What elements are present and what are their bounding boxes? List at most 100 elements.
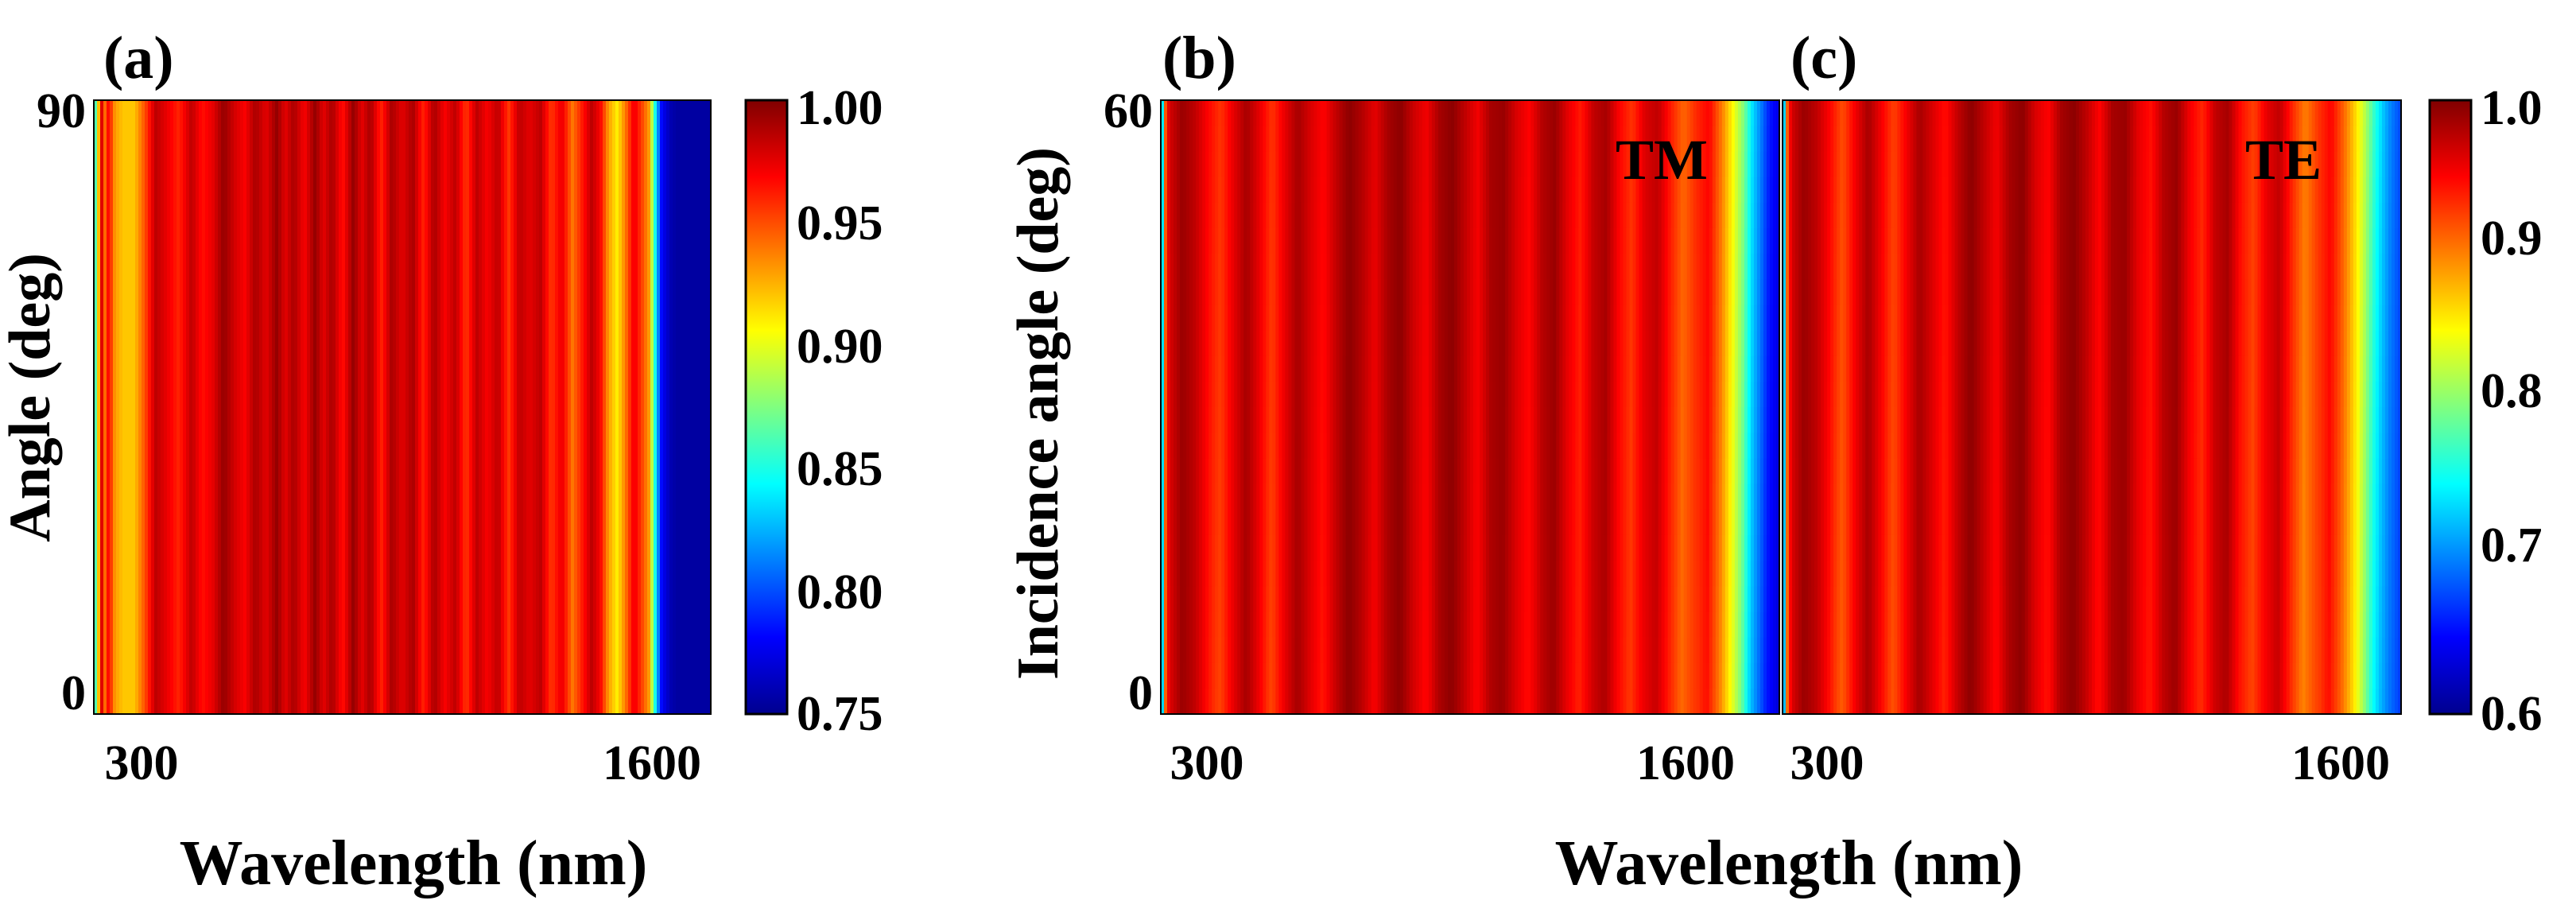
- heatmap-cell: [1604, 381, 1608, 408]
- heatmap-cell: [1607, 509, 1612, 536]
- heatmap-cell: [1600, 611, 1605, 638]
- heatmap-cell: [1269, 355, 1274, 382]
- heatmap-cell: [1333, 279, 1337, 306]
- heatmap-cell: [1412, 611, 1417, 638]
- heatmap-cell: [1696, 126, 1701, 153]
- heatmap-cell: [1686, 534, 1691, 561]
- heatmap-cell: [434, 100, 438, 715]
- heatmap-cell: [1174, 407, 1177, 433]
- heatmap-cell: [1483, 534, 1487, 561]
- heatmap-cell: [1588, 662, 1593, 689]
- heatmap-cell: [1329, 637, 1334, 664]
- heatmap-cell: [1282, 509, 1286, 536]
- heatmap-cell: [1228, 688, 1232, 715]
- heatmap-cell: [329, 100, 333, 715]
- heatmap-cell: [1326, 561, 1331, 587]
- heatmap-cell: [1572, 611, 1577, 638]
- heatmap-cell: [1457, 227, 1461, 254]
- heatmap-cell: [1859, 100, 1864, 126]
- heatmap-cell: [1540, 100, 1545, 126]
- heatmap-cell: [1460, 177, 1465, 204]
- heatmap-cell: [1670, 151, 1675, 178]
- heatmap-cell: [1387, 637, 1391, 664]
- heatmap-cell: [1186, 254, 1190, 280]
- heatmap-cell: [1422, 177, 1426, 204]
- heatmap-cell: [1441, 483, 1445, 510]
- heatmap-cell: [1562, 433, 1567, 460]
- heatmap-cell: [1705, 509, 1710, 536]
- heatmap-cell: [1639, 483, 1643, 510]
- heatmap-cell: [1313, 227, 1318, 254]
- heatmap-cell: [1645, 177, 1650, 204]
- heatmap-cell: [1177, 483, 1181, 510]
- heatmap-cell: [1196, 586, 1200, 613]
- heatmap-cell: [1396, 534, 1401, 561]
- heatmap-cell: [1304, 586, 1309, 613]
- heatmap-cell: [1406, 611, 1410, 638]
- heatmap-cell: [1412, 100, 1417, 126]
- heatmap-cell: [1167, 611, 1171, 638]
- heatmap-cell: [1422, 458, 1426, 485]
- heatmap-cell: [1377, 483, 1382, 510]
- heatmap-cell: [1724, 407, 1729, 433]
- heatmap-cell: [1489, 509, 1493, 536]
- heatmap-cell: [1553, 100, 1558, 126]
- heatmap-cell: [1639, 202, 1643, 229]
- heatmap-cell: [1320, 433, 1325, 460]
- heatmap-cell: [1228, 611, 1232, 638]
- heatmap-cell: [1699, 509, 1704, 536]
- heatmap-cell: [1594, 483, 1599, 510]
- heatmap-cell: [1329, 305, 1334, 332]
- heatmap-cell: [1569, 355, 1573, 382]
- heatmap-cell: [1744, 227, 1748, 254]
- heatmap-cell: [1690, 305, 1694, 332]
- heatmap-cell: [1329, 254, 1334, 280]
- heatmap-cell: [1380, 509, 1385, 536]
- heatmap-cell: [1348, 458, 1353, 485]
- heatmap-cell: [1224, 330, 1229, 357]
- heatmap-cell: [1945, 100, 1949, 126]
- heatmap-cell: [1291, 561, 1296, 587]
- heatmap-cell: [1234, 151, 1239, 178]
- heatmap-cell: [1565, 227, 1570, 254]
- heatmap-cell: [1715, 586, 1720, 613]
- heatmap-cell: [1635, 509, 1640, 536]
- heatmap-cell: [1390, 151, 1395, 178]
- heatmap-cell: [1393, 611, 1398, 638]
- heatmap-cell: [1655, 100, 1659, 126]
- heatmap-cell: [1530, 355, 1535, 382]
- heatmap-cell: [1569, 586, 1573, 613]
- heatmap-cell: [1702, 279, 1707, 306]
- heatmap-cell: [1759, 458, 1764, 485]
- heatmap-cell: [1616, 407, 1621, 433]
- heatmap-cell: [1534, 688, 1538, 715]
- heatmap-cell: [1600, 151, 1605, 178]
- heatmap-cell: [1177, 254, 1181, 280]
- heatmap-cell: [1278, 355, 1283, 382]
- heatmap-cell: [297, 100, 301, 715]
- heatmap-cell: [1537, 202, 1542, 229]
- heatmap-cell: [1466, 458, 1471, 485]
- heatmap-cell: [1453, 202, 1458, 229]
- heatmap-cell: [1224, 509, 1229, 536]
- heatmap-cell: [1645, 509, 1650, 536]
- heatmap-cell: [1221, 202, 1226, 229]
- heatmap-cell: [1364, 433, 1369, 460]
- heatmap-cell: [1680, 126, 1685, 153]
- heatmap-cell: [1518, 688, 1522, 715]
- heatmap-cell: [1453, 586, 1458, 613]
- heatmap-cell: [1559, 407, 1564, 433]
- heatmap-cell: [1269, 586, 1274, 613]
- heatmap-cell: [1683, 637, 1688, 664]
- heatmap-cell: [1437, 126, 1442, 153]
- heatmap-cell: [1291, 151, 1296, 178]
- heatmap-cell: [1167, 126, 1171, 153]
- heatmap-cell: [1425, 254, 1430, 280]
- heatmap-cell: [1511, 611, 1515, 638]
- heatmap-cell: [1437, 254, 1442, 280]
- heatmap-cell: [1747, 381, 1752, 408]
- heatmap-cell: [1170, 177, 1174, 204]
- heatmap-cell: [1629, 254, 1634, 280]
- heatmap-cell: [1499, 227, 1503, 254]
- heatmap-cell: [1728, 254, 1732, 280]
